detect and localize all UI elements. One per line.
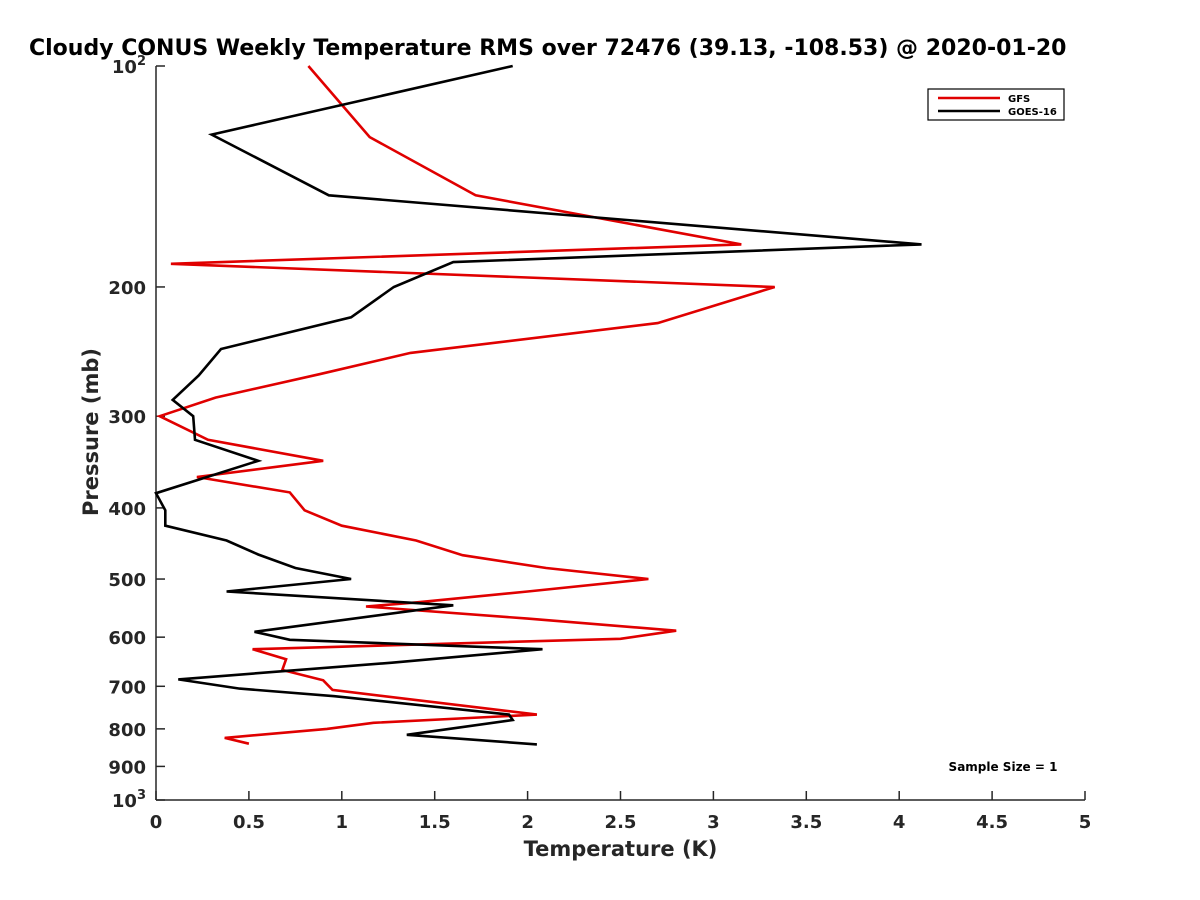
x-tick-label: 1	[336, 812, 349, 833]
y-tick-label: 700	[108, 677, 146, 698]
y-tick-label: 500	[108, 570, 146, 591]
y-axis-label: Pressure (mb)	[79, 348, 103, 516]
y-tick-label: 103	[112, 788, 146, 812]
legend-box	[927, 88, 1065, 121]
x-tick-label: 1.5	[419, 812, 451, 833]
legend: GFS GOES-16	[927, 88, 1065, 121]
x-tick-label: 0.5	[233, 812, 265, 833]
x-tick-label: 3.5	[790, 812, 822, 833]
x-tick-label: 2.5	[605, 812, 637, 833]
x-tick-label: 4	[893, 812, 906, 833]
y-tick-label: 300	[108, 407, 146, 428]
sample-size-annotation: Sample Size = 1	[949, 760, 1058, 774]
chart-title: Cloudy CONUS Weekly Temperature RMS over…	[29, 36, 1066, 61]
y-tick-label: 600	[108, 628, 146, 649]
x-axis-label: Temperature (K)	[524, 837, 718, 861]
y-axis-ticks: 102 200 300 400 500 600 700 800 900 103	[108, 54, 165, 812]
x-tick-label: 3	[707, 812, 720, 833]
series-line-goes-16	[154, 64, 922, 746]
y-tick-label: 200	[108, 278, 146, 299]
series-lines	[154, 64, 922, 746]
x-tick-label: 4.5	[976, 812, 1008, 833]
y-tick-label: 400	[108, 499, 146, 520]
series-line-gfs	[156, 65, 776, 745]
legend-label: GOES-16	[1008, 107, 1057, 118]
plot-axes	[155, 66, 1085, 801]
x-tick-label: 2	[521, 812, 534, 833]
y-tick-label: 900	[108, 757, 146, 778]
legend-label: GFS	[1008, 94, 1030, 105]
y-tick-label: 800	[108, 720, 146, 741]
y-tick-label: 102	[112, 54, 146, 78]
x-tick-label: 0	[150, 812, 163, 833]
x-tick-label: 5	[1079, 812, 1092, 833]
x-axis-ticks: 0 0.5 1 1.5 2 2.5 3 3.5 4 4.5 5	[150, 791, 1092, 833]
